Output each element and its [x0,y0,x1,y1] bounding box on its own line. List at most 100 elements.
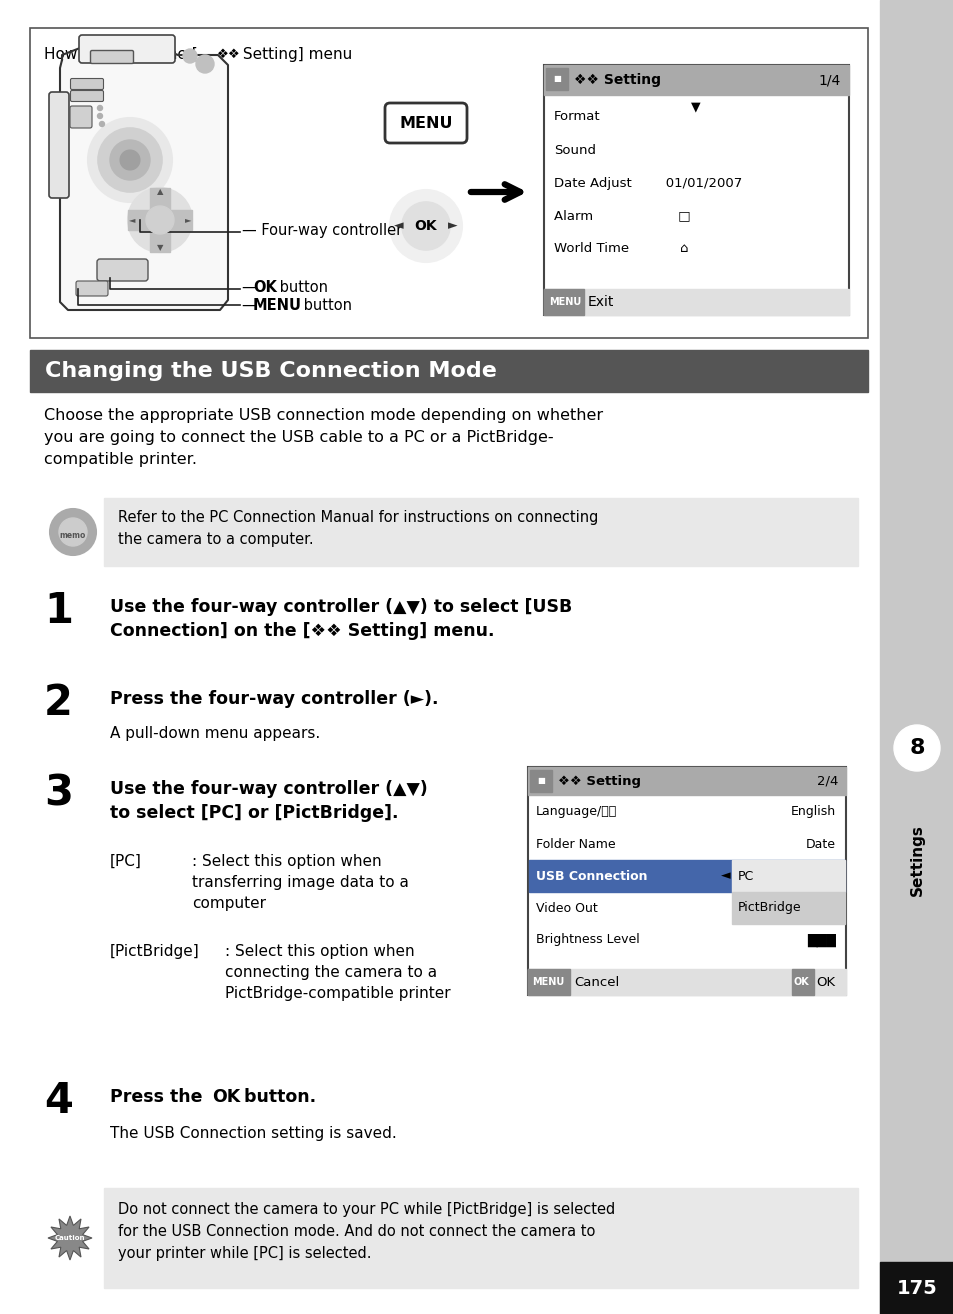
Circle shape [97,113,102,118]
Text: ►: ► [448,219,457,233]
Text: Setting] menu: Setting] menu [237,46,352,62]
Circle shape [183,49,196,63]
Text: Video Out: Video Out [536,901,598,915]
Text: Do not connect the camera to your PC while [PictBridge] is selected
for the USB : Do not connect the camera to your PC whi… [118,1202,615,1261]
FancyBboxPatch shape [49,92,69,198]
Text: —: — [242,280,261,296]
Bar [527,767,845,795]
Circle shape [195,55,213,74]
Circle shape [97,105,102,110]
Text: ◄: ◄ [394,219,403,233]
Text: OK: OK [253,280,276,296]
Text: Date Adjust        01/01/2007: Date Adjust 01/01/2007 [554,176,741,189]
Text: Press the four-way controller (►).: Press the four-way controller (►). [110,690,438,708]
Text: ◄: ◄ [129,215,135,225]
Text: ►: ► [185,215,191,225]
Text: OK: OK [415,219,436,233]
Text: PC: PC [738,870,754,883]
Text: — Four-way controller: — Four-way controller [242,222,402,238]
Text: Date: Date [805,837,835,850]
Bar [150,188,170,252]
Text: —: — [242,297,261,313]
Text: Changing the USB Connection Mode: Changing the USB Connection Mode [45,361,497,381]
Bar [128,210,192,230]
Text: button: button [274,280,328,296]
Text: USB Connection: USB Connection [536,870,647,883]
Text: PictBridge: PictBridge [738,901,801,915]
Bar [791,968,813,995]
Bar [527,968,569,995]
Text: ▼: ▼ [156,243,163,252]
FancyBboxPatch shape [76,281,108,296]
Text: The USB Connection setting is saved.: The USB Connection setting is saved. [110,1126,396,1141]
Text: ❖❖ Setting: ❖❖ Setting [574,74,660,87]
Text: MENU: MENU [532,978,563,987]
Bar [543,289,583,315]
Polygon shape [48,1215,91,1260]
Bar [104,498,857,566]
Circle shape [59,518,87,547]
Text: : Select this option when
transferring image data to a
computer: : Select this option when transferring i… [192,854,409,911]
Text: : Select this option when
connecting the camera to a
PictBridge-compatible print: : Select this option when connecting the… [225,943,450,1001]
Bar [543,289,848,315]
Text: memo: memo [60,531,86,540]
Text: Alarm                    □: Alarm □ [554,209,690,222]
Bar [527,767,845,995]
Text: Use the four-way controller (▲▼)
to select [PC] or [PictBridge].: Use the four-way controller (▲▼) to sele… [110,781,427,823]
Text: Brightness Level: Brightness Level [536,933,639,946]
Text: ◄: ◄ [720,870,730,883]
FancyBboxPatch shape [70,106,91,127]
Text: MENU: MENU [548,297,580,307]
Text: OK: OK [212,1088,240,1106]
Circle shape [128,188,192,252]
Text: 2/4: 2/4 [816,774,837,787]
Text: 4: 4 [44,1080,72,1122]
Circle shape [401,202,450,250]
Bar [731,859,844,892]
Circle shape [110,141,150,180]
Text: 1: 1 [44,590,73,632]
Text: Choose the appropriate USB connection mode depending on whether
you are going to: Choose the appropriate USB connection mo… [44,409,602,468]
Circle shape [390,191,461,261]
Bar [30,350,867,392]
Text: ▼: ▼ [691,100,700,113]
Text: ❖❖: ❖❖ [216,47,240,60]
Text: Refer to the PC Connection Manual for instructions on connecting
the camera to a: Refer to the PC Connection Manual for in… [118,510,598,547]
Bar [731,892,844,924]
Text: ■: ■ [537,777,544,786]
FancyBboxPatch shape [79,35,174,63]
Text: Exit: Exit [587,296,614,309]
Bar [545,68,567,89]
Text: OK: OK [815,975,834,988]
Text: Language/言語: Language/言語 [536,805,617,819]
Text: Cancel: Cancel [574,975,618,988]
FancyBboxPatch shape [71,91,103,101]
Circle shape [50,509,96,555]
FancyBboxPatch shape [71,79,103,89]
Text: 175: 175 [896,1279,937,1297]
Bar [879,1261,953,1314]
Bar [527,968,845,995]
Text: ▲: ▲ [156,188,163,197]
Text: ❖❖ Setting: ❖❖ Setting [558,774,640,787]
Text: English: English [790,805,835,819]
Text: 1/4: 1/4 [818,74,841,87]
Circle shape [120,150,140,170]
Bar [879,0,953,1314]
Text: A pull-down menu appears.: A pull-down menu appears. [110,727,320,741]
Text: Settings: Settings [908,824,923,896]
FancyBboxPatch shape [97,259,148,281]
Polygon shape [60,49,228,310]
Bar [529,859,844,892]
Text: Press the: Press the [110,1088,209,1106]
Bar [530,770,552,792]
FancyBboxPatch shape [91,50,133,63]
Text: 2: 2 [44,682,72,724]
Bar [104,1188,857,1288]
Text: How to display the [: How to display the [ [44,46,197,62]
Circle shape [98,127,162,192]
Circle shape [88,118,172,202]
Circle shape [146,206,173,234]
Text: 8: 8 [908,738,923,758]
FancyBboxPatch shape [30,28,867,338]
